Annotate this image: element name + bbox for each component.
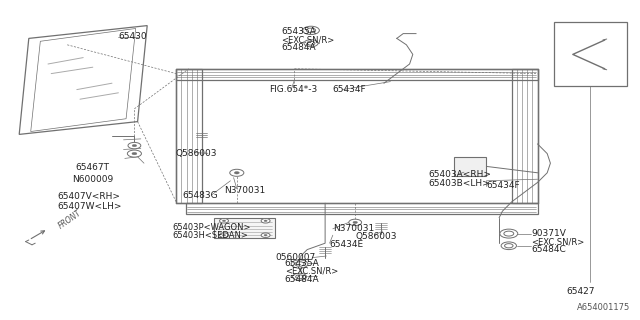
Circle shape: [264, 235, 267, 236]
Text: 65435A: 65435A: [285, 259, 319, 268]
Text: 65434F: 65434F: [333, 85, 367, 94]
Circle shape: [261, 219, 270, 223]
Circle shape: [220, 233, 228, 237]
Text: 65434E: 65434E: [330, 240, 364, 249]
Text: <EXC.SN/R>: <EXC.SN/R>: [285, 267, 338, 276]
Circle shape: [234, 172, 239, 174]
Circle shape: [132, 145, 137, 147]
Text: Q586003: Q586003: [355, 232, 397, 241]
Circle shape: [128, 142, 141, 149]
Text: 65430: 65430: [118, 32, 147, 41]
Text: 0560007: 0560007: [275, 253, 316, 262]
Text: 65407V<RH>: 65407V<RH>: [58, 192, 120, 201]
Text: 65403B<LH>: 65403B<LH>: [429, 179, 490, 188]
Circle shape: [307, 41, 315, 45]
Circle shape: [307, 28, 316, 33]
Circle shape: [303, 26, 319, 35]
Circle shape: [291, 260, 308, 268]
Text: FIG.654*-3: FIG.654*-3: [269, 85, 317, 94]
Circle shape: [504, 244, 513, 248]
Circle shape: [292, 273, 307, 280]
Text: 65484A: 65484A: [282, 44, 316, 52]
Text: 65484A: 65484A: [285, 275, 319, 284]
Bar: [214, 218, 275, 238]
Bar: [454, 157, 486, 176]
Circle shape: [501, 242, 516, 250]
Text: 65403P<WAGON>: 65403P<WAGON>: [173, 223, 252, 232]
Circle shape: [230, 169, 244, 176]
Text: 65403A<RH>: 65403A<RH>: [429, 170, 492, 179]
Text: 90371V: 90371V: [531, 229, 566, 238]
Circle shape: [349, 219, 362, 226]
Circle shape: [127, 150, 141, 157]
Text: 65403H<SEDAN>: 65403H<SEDAN>: [173, 231, 249, 240]
Text: 65435A: 65435A: [282, 28, 316, 36]
Circle shape: [264, 220, 267, 221]
Text: A654001175: A654001175: [577, 303, 630, 312]
Text: 65427: 65427: [566, 287, 595, 296]
Text: 65467T: 65467T: [76, 164, 109, 172]
Circle shape: [223, 220, 225, 221]
Text: <EXC.SN/R>: <EXC.SN/R>: [531, 237, 584, 246]
Text: 65407W<LH>: 65407W<LH>: [58, 202, 122, 211]
Circle shape: [353, 221, 358, 223]
Text: N370031: N370031: [224, 186, 265, 195]
Text: N600009: N600009: [72, 175, 113, 184]
Text: 65434F: 65434F: [486, 181, 520, 190]
Circle shape: [132, 152, 137, 155]
Circle shape: [220, 219, 228, 223]
Text: N370031: N370031: [333, 224, 374, 233]
Circle shape: [504, 231, 514, 236]
Text: 65483G: 65483G: [182, 191, 218, 200]
Circle shape: [304, 40, 318, 47]
Circle shape: [223, 235, 225, 236]
Circle shape: [295, 262, 304, 266]
Bar: [554, 22, 627, 86]
Circle shape: [261, 233, 270, 237]
Circle shape: [500, 229, 518, 238]
Circle shape: [296, 275, 303, 279]
Text: Q586003: Q586003: [176, 149, 218, 158]
Text: FRONT: FRONT: [56, 209, 83, 231]
Text: 65484C: 65484C: [531, 245, 566, 254]
Text: <EXC.SN/R>: <EXC.SN/R>: [282, 36, 335, 44]
